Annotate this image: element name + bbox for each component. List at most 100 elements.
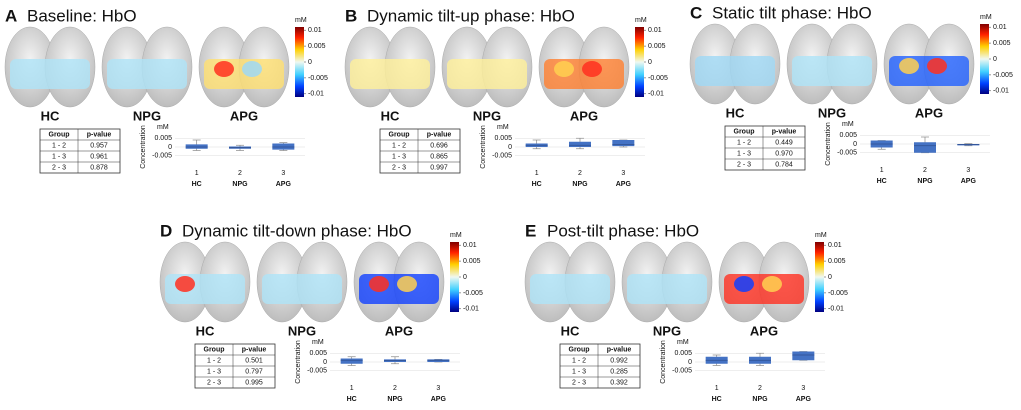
colorbar-tick-label: 0 <box>648 59 652 66</box>
colorbar-tick-label: 0.005 <box>648 43 666 50</box>
group-label: NPG <box>572 181 588 188</box>
x-tick-label: 1 <box>350 385 354 392</box>
table-cell: 1 - 2 <box>392 142 406 149</box>
activation <box>544 59 624 89</box>
colorbar-tick-label: -0.005 <box>308 75 328 82</box>
x-tick-label: 3 <box>436 385 440 392</box>
activation-blob <box>582 61 602 77</box>
colorbar-tick-label: -0.005 <box>463 290 483 297</box>
panel-title: Dynamic tilt-up phase: HbO <box>367 6 575 25</box>
table-cell: 1 - 3 <box>52 153 66 160</box>
y-axis-label: Concentration <box>295 340 302 384</box>
activation <box>530 274 610 304</box>
colorbar-unit: mM <box>980 14 992 21</box>
table-cell: 2 - 3 <box>52 164 66 171</box>
table-cell: 0.961 <box>90 153 108 160</box>
table-cell: 0.997 <box>430 164 448 171</box>
activation <box>204 59 284 89</box>
activation-blob <box>899 58 919 74</box>
table-cell: 1 - 3 <box>207 368 221 375</box>
group-label: APG <box>616 181 632 188</box>
colorbar-tick-label: -0.005 <box>993 72 1013 79</box>
group-label: HC <box>347 396 357 403</box>
colorbar-tick-label: 0.01 <box>463 242 477 249</box>
table-cell: 1 - 2 <box>572 357 586 364</box>
table-cell: 0.449 <box>775 139 793 146</box>
brain-label: APG <box>570 108 598 123</box>
table-cell: 2 - 3 <box>207 379 221 386</box>
brain-label: NPG <box>288 323 316 338</box>
table-header: p-value <box>772 128 797 135</box>
y-axis-label: Concentration <box>140 125 147 169</box>
table-cell: 1 - 3 <box>737 150 751 157</box>
colorbar <box>815 242 824 312</box>
x-tick-label: 1 <box>715 385 719 392</box>
table-cell: 2 - 3 <box>737 161 751 168</box>
group-label: APG <box>276 181 292 188</box>
table-header: Group <box>569 346 590 353</box>
colorbar <box>635 27 644 97</box>
box <box>569 141 591 147</box>
table-cell: 0.392 <box>610 379 628 386</box>
box <box>272 143 295 150</box>
table-cell: 0.995 <box>245 379 263 386</box>
table-cell: 0.285 <box>610 368 628 375</box>
group-label: APG <box>961 178 977 185</box>
x-tick-label: 3 <box>281 170 285 177</box>
activation <box>350 59 430 89</box>
x-tick-label: 2 <box>758 385 762 392</box>
y-tick-label: 0.005 <box>674 350 692 357</box>
table-cell: 0.970 <box>775 150 793 157</box>
table-header: Group <box>49 131 70 138</box>
brain-label: NPG <box>653 323 681 338</box>
colorbar-tick-label: 0 <box>308 59 312 66</box>
panel-letter: C <box>690 3 702 22</box>
brain-label: APG <box>915 105 943 120</box>
activation <box>627 274 707 304</box>
table-cell: 1 - 2 <box>207 357 221 364</box>
colorbar-tick-label: 0.005 <box>308 43 326 50</box>
table-cell: 1 - 2 <box>52 142 66 149</box>
x-tick-label: 1 <box>880 167 884 174</box>
activation <box>447 59 527 89</box>
y-axis-label: Concentration <box>825 122 832 166</box>
y-tick-label: -0.005 <box>492 153 512 160</box>
activation <box>695 56 775 86</box>
brain-label: APG <box>230 108 258 123</box>
table-cell: 2 - 3 <box>572 379 586 386</box>
table-cell: 0.878 <box>90 164 108 171</box>
x-tick-label: 2 <box>923 167 927 174</box>
colorbar-unit: mM <box>635 17 647 24</box>
y-tick-label: 0 <box>323 359 327 366</box>
table-header: p-value <box>242 346 267 353</box>
box <box>914 142 936 153</box>
panel-letter: E <box>525 221 536 240</box>
activation-blob <box>369 276 389 292</box>
activation-blob <box>927 58 947 74</box>
colorbar-unit: mM <box>450 232 462 239</box>
y-axis-label: Concentration <box>660 340 667 384</box>
brain-label: APG <box>750 323 778 338</box>
table-header: Group <box>389 131 410 138</box>
activation <box>10 59 90 89</box>
activation-blob <box>554 61 574 77</box>
activation <box>107 59 187 89</box>
box <box>427 359 450 362</box>
group-label: APG <box>796 396 812 403</box>
panel-title: Dynamic tilt-down phase: HbO <box>182 221 412 240</box>
table-header: p-value <box>87 131 112 138</box>
table-header: Group <box>734 128 755 135</box>
y-tick-label: 0 <box>853 141 857 148</box>
colorbar-unit: mM <box>815 232 827 239</box>
colorbar-tick-label: -0.005 <box>648 75 668 82</box>
panel-title: Post-tilt phase: HbO <box>547 221 699 240</box>
colorbar-tick-label: -0.01 <box>463 306 479 313</box>
y-tick-label: -0.005 <box>152 153 172 160</box>
x-tick-label: 1 <box>535 170 539 177</box>
group-label: HC <box>532 181 542 188</box>
colorbar-tick-label: 0 <box>993 56 997 63</box>
colorbar-tick-label: 0.01 <box>308 27 322 34</box>
activation <box>889 56 969 86</box>
group-label: NPG <box>387 396 403 403</box>
brain-label: HC <box>561 323 580 338</box>
